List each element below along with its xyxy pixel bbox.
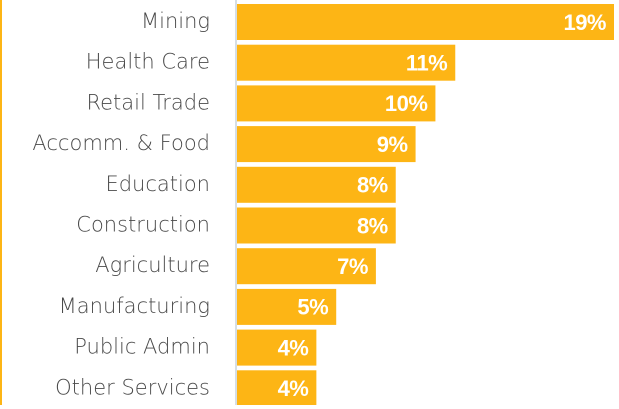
category-label: Retail Trade [86, 90, 210, 114]
bar [237, 44, 456, 81]
bar [237, 126, 416, 163]
bar [237, 329, 317, 366]
value-label: 19% [563, 10, 606, 35]
bar [237, 166, 396, 203]
bar [237, 248, 376, 285]
value-label: 8% [357, 213, 388, 238]
category-label: Education [105, 172, 210, 196]
value-label: 11% [406, 51, 447, 76]
bar [237, 288, 337, 325]
value-label: 10% [385, 91, 428, 116]
bar [237, 370, 317, 407]
bar [237, 207, 396, 244]
category-label: Mining [141, 9, 210, 33]
value-label: 5% [297, 295, 328, 320]
category-label: Accomm. & Food [32, 131, 210, 155]
value-label: 4% [278, 335, 309, 360]
category-label: Public Admin [74, 335, 210, 359]
value-label: 4% [278, 376, 309, 401]
category-label: Construction [76, 213, 210, 237]
category-label: Health Care [86, 50, 210, 74]
category-label: Agriculture [95, 253, 210, 277]
value-label: 9% [377, 132, 408, 157]
value-label: 8% [357, 173, 388, 198]
category-label: Other Services [55, 375, 210, 399]
value-label: 7% [337, 254, 368, 279]
category-label: Manufacturing [59, 294, 210, 318]
bar [237, 4, 614, 40]
bar [237, 85, 436, 122]
